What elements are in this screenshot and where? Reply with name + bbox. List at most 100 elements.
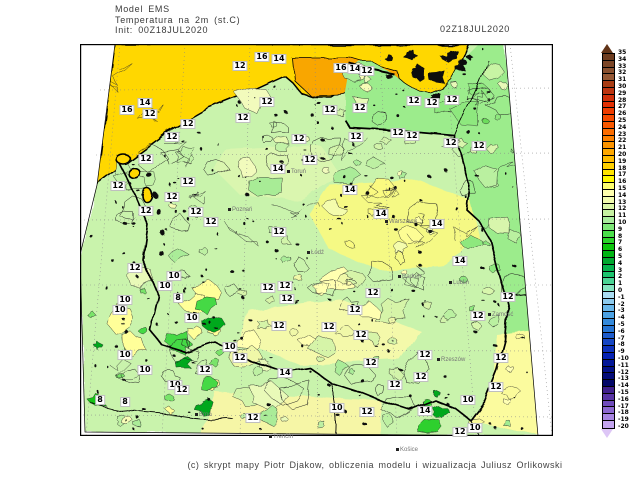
- city-name: Trenčín: [273, 434, 294, 440]
- contour-label: 12: [470, 311, 486, 321]
- contour-label: 12: [387, 380, 403, 390]
- colorbar-cell: [602, 380, 614, 388]
- colorbar-label: -1: [618, 293, 625, 301]
- colorbar-label: -5: [618, 321, 625, 328]
- colorbar-label: 29: [618, 89, 627, 97]
- contour-label: 12: [271, 227, 287, 237]
- contour-label: 12: [279, 294, 295, 304]
- colorbar-cell: [602, 257, 614, 265]
- colorbar-cell: [602, 298, 614, 306]
- colorbar-cell: [602, 101, 614, 109]
- colorbar-label: 3: [618, 266, 623, 274]
- colorbar-arrow-down-icon: [601, 428, 613, 438]
- colorbar-cell: [602, 346, 614, 354]
- colorbar-label: 22: [618, 137, 627, 145]
- contour-label: 12: [321, 322, 337, 332]
- colorbar-label: -3: [618, 307, 625, 315]
- variable-title: Temperatura na 2m (st.C): [115, 14, 241, 25]
- contour-label: 14: [137, 98, 153, 108]
- colorbar-cell: [602, 128, 614, 136]
- colorbar-cell: [602, 142, 614, 150]
- city-dot-icon: [269, 435, 272, 438]
- contour-label: 14: [452, 256, 468, 266]
- colorbar-cell: [602, 162, 614, 170]
- colorbar-label: 19: [618, 157, 627, 165]
- contour-rings: [115, 86, 531, 419]
- city-label: Rzeszów: [437, 357, 465, 363]
- contour-label: 10: [460, 395, 476, 405]
- city-label: Brno: [195, 412, 212, 418]
- city-name: Warszawa: [389, 219, 417, 225]
- colorbar-label: 7: [618, 239, 623, 247]
- colorbar-label: 16: [618, 178, 627, 186]
- contour-label: 10: [112, 305, 128, 315]
- colorbar-cell: [602, 244, 614, 252]
- colorbar-label: -17: [618, 402, 629, 410]
- contour-label: 8: [173, 293, 183, 303]
- contour-label: 10: [166, 271, 182, 281]
- contour-label: 14: [373, 209, 389, 219]
- contour-label: 12: [271, 321, 287, 331]
- contour-label: 12: [245, 413, 261, 423]
- colorbar-label: 9: [618, 225, 623, 233]
- colorbar-cell: [602, 210, 614, 218]
- contour-label: 12: [232, 353, 248, 363]
- colorbar-cell: [602, 264, 614, 272]
- credit-line: (c) skrypt mapy Piotr Djakow, obliczenia…: [187, 460, 563, 470]
- contour-label: 12: [164, 192, 180, 202]
- colorbar-cells: [601, 53, 615, 429]
- contour-label: 12: [452, 427, 468, 437]
- contour-label: 12: [353, 330, 369, 340]
- colorbar-label: 10: [618, 219, 627, 226]
- contour-label: 12: [404, 131, 420, 141]
- contour-label: 12: [444, 95, 460, 105]
- contour-label: 10: [222, 342, 238, 352]
- colorbar-cell: [602, 305, 614, 313]
- colorbar-label: -10: [618, 355, 629, 362]
- central-yellow-region: [310, 180, 480, 270]
- colorbar-cell: [602, 285, 614, 292]
- contour-label: 12: [322, 105, 338, 115]
- colorbar-label: 21: [618, 144, 627, 152]
- colorbar-cell: [602, 108, 614, 116]
- colorbar-cell: [602, 414, 614, 422]
- colorbar-cell: [602, 312, 614, 320]
- city-dot-icon: [488, 313, 491, 316]
- city-name: Radom: [402, 274, 422, 280]
- city-dot-icon: [396, 448, 399, 451]
- colorbar-cell: [602, 373, 614, 381]
- colorbar-cell: [602, 60, 614, 68]
- city-label: Trenčín: [269, 434, 293, 440]
- contour-label: 10: [157, 281, 173, 291]
- city-name: Zamość: [492, 312, 514, 318]
- contour-label: 12: [417, 350, 433, 360]
- contour-label: 12: [359, 407, 375, 417]
- colorbar-cell: [602, 339, 614, 347]
- colorbar-label: -12: [618, 368, 629, 376]
- city-name: Košice: [400, 447, 419, 453]
- contour-label: 12: [259, 97, 275, 107]
- city-dot-icon: [398, 275, 401, 278]
- colorbar-label: 12: [618, 205, 627, 213]
- colorbar-label: 34: [618, 55, 627, 63]
- colorbar-label: -8: [618, 341, 625, 349]
- colorbar-label: 33: [618, 62, 627, 70]
- colorbar-label: 31: [618, 76, 627, 84]
- odra-river-marks: [147, 173, 164, 255]
- colorbar-cell: [602, 393, 614, 401]
- colorbar-label: 26: [618, 110, 627, 118]
- contour-label: 12: [180, 177, 196, 187]
- init-time: Init: 00Z18JUL2020: [115, 25, 209, 35]
- colorbar-cell: [602, 230, 614, 238]
- colorbar-cell: [602, 196, 614, 204]
- colorbar-label: 27: [618, 103, 627, 111]
- contour-label: 12: [406, 96, 422, 106]
- colorbar-cell: [602, 325, 614, 333]
- colorbar-label: 0: [618, 287, 623, 294]
- contour-label: 14: [417, 406, 433, 416]
- city-label: Poznań: [228, 207, 252, 213]
- colorbar-label: -15: [618, 389, 629, 396]
- contour-label: 12: [188, 207, 204, 217]
- data-domain-outline: [80, 44, 539, 436]
- city-dot-icon: [228, 208, 231, 211]
